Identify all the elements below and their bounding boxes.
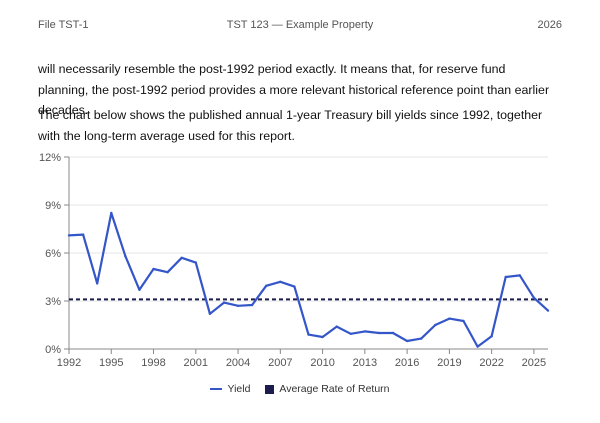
yield-data-point xyxy=(532,296,536,299)
x-tick-label: 2013 xyxy=(353,357,377,369)
x-tick-label: 2004 xyxy=(226,357,250,369)
yield-data-point xyxy=(236,304,240,307)
yield-data-point xyxy=(476,345,479,348)
yield-data-point xyxy=(67,234,71,237)
yield-data-point xyxy=(335,325,338,328)
report-year: 2026 xyxy=(537,19,562,31)
yield-swatch xyxy=(210,388,223,391)
yield-data-point xyxy=(462,319,465,323)
y-tick-label: 6% xyxy=(45,248,61,260)
legend-label-yield: Yield xyxy=(227,383,251,396)
x-tick-label: 2025 xyxy=(522,357,546,369)
yield-data-point xyxy=(279,280,282,283)
yield-data-point xyxy=(110,211,113,215)
yield-data-point xyxy=(152,267,155,271)
x-tick-label: 2010 xyxy=(310,357,334,369)
yield-data-point xyxy=(166,271,169,274)
yield-data-point xyxy=(265,284,268,287)
y-tick-label: 3% xyxy=(45,296,61,308)
yield-data-point xyxy=(504,275,507,279)
yield-data-point xyxy=(377,331,381,335)
yield-data-point xyxy=(518,274,522,277)
yield-data-point xyxy=(180,256,183,259)
legend-item-average: Average Rate of Return xyxy=(265,383,390,396)
yield-data-point xyxy=(448,317,451,320)
yield-data-point xyxy=(391,331,395,335)
yield-data-point xyxy=(420,337,423,340)
x-tick-label: 2022 xyxy=(479,357,503,369)
yield-data-point xyxy=(81,233,85,236)
yield-data-point xyxy=(250,303,254,307)
yield-data-point xyxy=(349,332,352,335)
x-tick-label: 2019 xyxy=(437,357,461,369)
yield-data-point xyxy=(95,282,99,285)
x-tick-label: 2007 xyxy=(268,357,292,369)
document-title: TST 123 — Example Property xyxy=(226,19,374,31)
yield-data-point xyxy=(434,323,437,327)
yield-data-point xyxy=(307,333,310,336)
yield-data-point xyxy=(124,255,127,258)
yield-data-point xyxy=(293,285,296,288)
yield-data-point xyxy=(321,335,324,339)
file-number: File TST-1 xyxy=(38,19,89,31)
y-tick-label: 9% xyxy=(45,200,61,212)
body-paragraph-1: will necessarily resemble the post-1992 … xyxy=(38,62,550,117)
x-tick-label: 2016 xyxy=(395,357,419,369)
average-swatch xyxy=(265,384,275,394)
yield-data-point xyxy=(222,301,226,304)
yield-data-point xyxy=(546,309,550,312)
yield-data-point xyxy=(490,335,493,338)
x-tick-label: 1998 xyxy=(141,357,165,369)
yield-data-point xyxy=(138,288,141,291)
legend-label-average: Average Rate of Return xyxy=(279,383,390,396)
yield-series-line xyxy=(68,211,549,348)
page-header: File TST-1 TST 123 — Example Property 20… xyxy=(38,19,562,35)
body-paragraph-2: The chart below shows the published annu… xyxy=(38,108,543,143)
yield-data-point xyxy=(194,261,197,264)
x-tick-label: 2001 xyxy=(184,357,208,369)
y-tick-label: 12% xyxy=(39,152,61,164)
chart-legend: Yield Average Rate of Return xyxy=(0,383,600,395)
yield-data-point xyxy=(405,339,409,343)
x-tick-label: 1995 xyxy=(99,357,123,369)
yield-data-point xyxy=(208,312,212,315)
yield-data-point xyxy=(363,330,367,333)
legend-item-yield: Yield xyxy=(210,383,250,395)
x-tick-label: 1992 xyxy=(57,357,81,369)
y-tick-label: 0% xyxy=(45,344,61,356)
